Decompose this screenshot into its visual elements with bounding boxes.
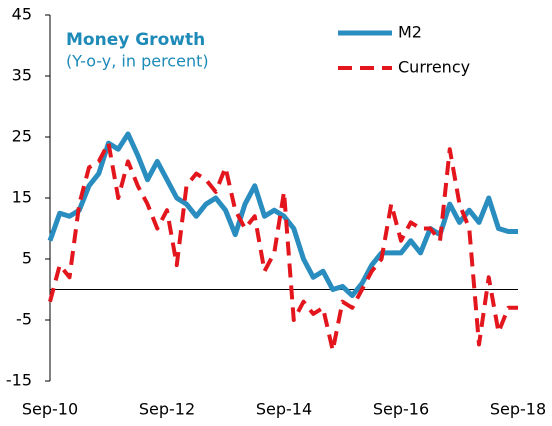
y-tick-label: 25 [12,127,32,146]
x-tick-label: Sep-16 [373,400,429,419]
y-tick-label: 15 [12,188,32,207]
y-tick-label: -15 [6,371,32,390]
series-line [47,131,518,299]
chart-title: Money Growth [66,30,205,50]
legend-label: Currency [398,58,470,77]
x-tick-label: Sep-10 [22,400,78,419]
y-tick-label: 5 [22,249,32,268]
y-tick-label: 35 [12,66,32,85]
x-tick-label: Sep-18 [490,400,546,419]
series-line [48,141,518,353]
chart-subtitle: (Y-o-y, in percent) [66,52,209,71]
y-tick-label: 45 [12,5,32,24]
legend-label: M2 [398,23,422,42]
y-tick-label: -5 [16,310,32,329]
x-tick-label: Sep-12 [139,400,195,419]
x-tick-label: Sep-14 [256,400,312,419]
